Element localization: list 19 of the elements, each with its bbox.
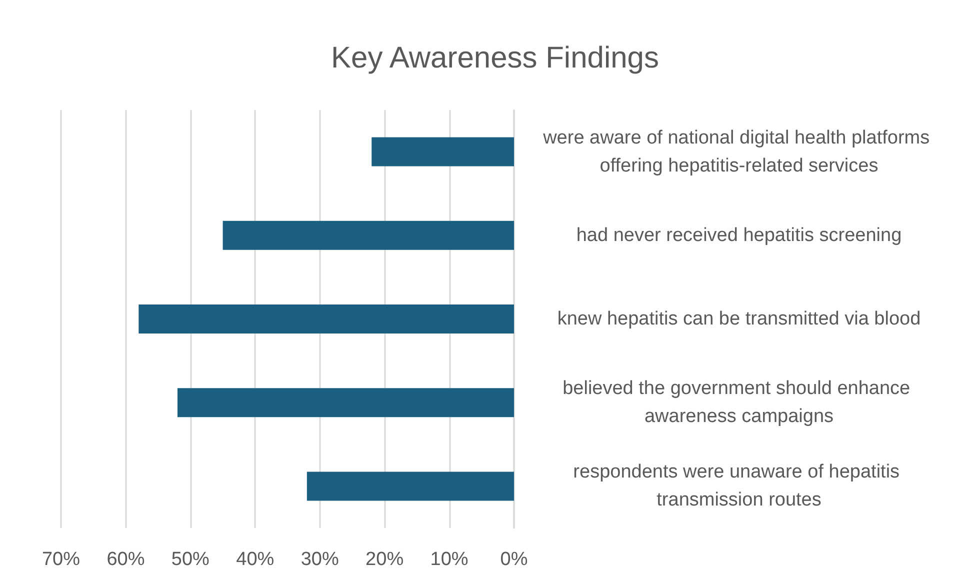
x-tick-label: 50%	[171, 549, 210, 570]
y-tick-label: knew hepatitis can be transmitted via blood	[557, 308, 921, 330]
y-tick-label: had never received hepatitis screening	[576, 224, 902, 246]
bar	[177, 388, 514, 418]
y-tick-label: were aware of national digital health platforms offering hepatitis-related services	[542, 127, 935, 176]
x-tick-label: 30%	[300, 549, 339, 570]
x-tick-label: 70%	[42, 549, 80, 570]
x-tick-label: 20%	[366, 549, 404, 570]
chart-title: Key Awareness Findings	[331, 42, 659, 74]
bar	[372, 137, 514, 166]
x-tick-label: 10%	[430, 549, 468, 570]
y-tick-label: believed the government should enhance awareness campaigns	[562, 378, 916, 428]
x-tick-label: 60%	[106, 549, 145, 570]
bar	[138, 304, 514, 334]
x-tick-label: 40%	[236, 549, 274, 570]
bar	[222, 220, 514, 250]
x-tick-label: 0%	[500, 549, 528, 570]
y-tick-label: respondents were unaware of hepatitis transmission routes	[573, 462, 905, 511]
bar	[306, 472, 514, 501]
